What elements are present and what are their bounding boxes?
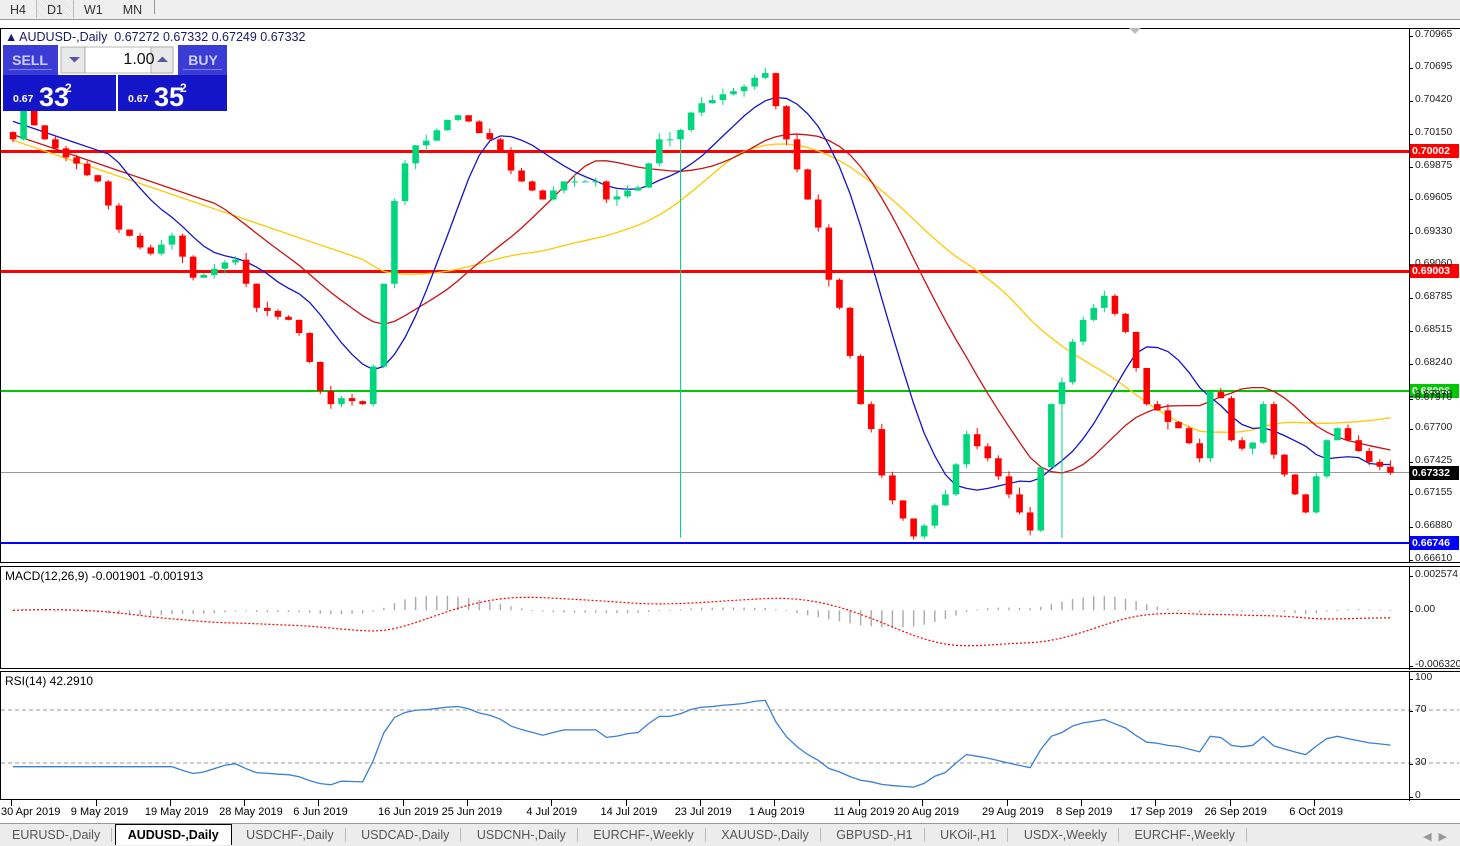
svg-text:0.67: 0.67	[13, 93, 34, 105]
svg-text:SELL: SELL	[12, 52, 48, 68]
svg-text:1.00: 1.00	[123, 51, 154, 68]
svg-text:BUY: BUY	[188, 52, 218, 68]
svg-text:0.67: 0.67	[128, 93, 149, 105]
svg-text:2: 2	[180, 81, 187, 95]
svg-text:2: 2	[65, 81, 72, 95]
